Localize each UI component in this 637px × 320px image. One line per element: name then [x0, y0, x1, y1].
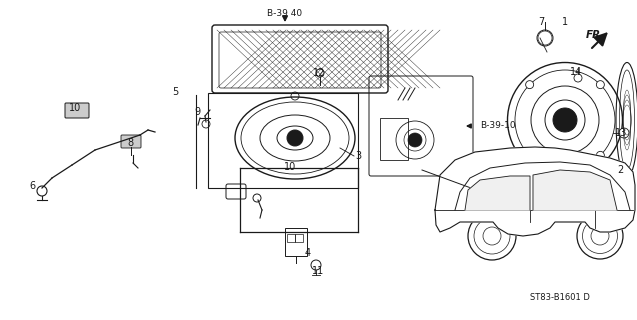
Text: 9: 9	[194, 107, 200, 117]
Circle shape	[596, 151, 605, 159]
Circle shape	[619, 128, 629, 138]
Text: 6: 6	[29, 181, 35, 191]
Bar	[480, 170, 498, 192]
Text: B-39-10: B-39-10	[480, 122, 515, 131]
Ellipse shape	[468, 212, 516, 260]
Text: B-39 40: B-39 40	[268, 9, 303, 18]
Bar	[285, 228, 307, 256]
Polygon shape	[533, 170, 617, 210]
Text: 1: 1	[562, 17, 568, 27]
Bar	[287, 234, 295, 242]
Ellipse shape	[577, 213, 623, 259]
Bar	[555, 198, 569, 210]
Text: 13: 13	[615, 128, 627, 138]
Circle shape	[311, 260, 321, 270]
Text: 3: 3	[355, 151, 361, 161]
Text: ST83-B1601 D: ST83-B1601 D	[530, 293, 590, 302]
Text: 10: 10	[69, 103, 81, 113]
Text: 5: 5	[172, 87, 178, 97]
Text: 8: 8	[127, 138, 133, 148]
Text: 14: 14	[570, 67, 582, 77]
Text: 7: 7	[538, 17, 544, 27]
Text: 10: 10	[284, 162, 296, 172]
Circle shape	[287, 130, 303, 146]
Circle shape	[596, 81, 605, 89]
Circle shape	[408, 133, 422, 147]
Circle shape	[526, 151, 534, 159]
Text: 4: 4	[305, 248, 311, 258]
Circle shape	[537, 30, 553, 46]
Bar	[208, 93, 358, 188]
Text: 11: 11	[312, 266, 324, 276]
FancyBboxPatch shape	[65, 103, 89, 118]
Bar	[380, 118, 408, 160]
Polygon shape	[435, 147, 635, 236]
Text: FR.: FR.	[586, 30, 605, 40]
Circle shape	[574, 74, 582, 82]
Circle shape	[316, 69, 324, 77]
Bar	[510, 174, 524, 192]
Bar	[295, 234, 303, 242]
Ellipse shape	[474, 218, 510, 254]
Ellipse shape	[582, 219, 617, 253]
Circle shape	[526, 81, 534, 89]
Circle shape	[553, 108, 577, 132]
Circle shape	[253, 194, 261, 202]
Circle shape	[37, 186, 47, 196]
Text: 2: 2	[617, 165, 623, 175]
Polygon shape	[465, 176, 530, 210]
Text: 12: 12	[313, 68, 325, 78]
FancyBboxPatch shape	[121, 135, 141, 148]
